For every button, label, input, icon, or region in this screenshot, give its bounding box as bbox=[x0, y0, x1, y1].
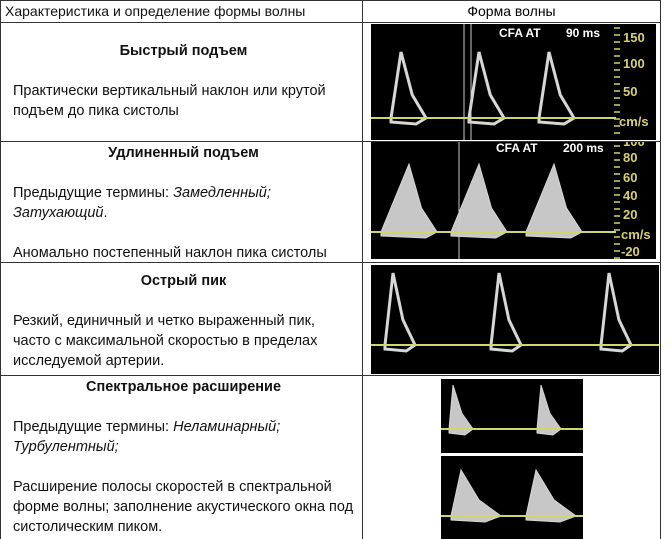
axis-label: 50 bbox=[623, 84, 637, 99]
paragraph: Предыдущие термины: Замедленный; Затухаю… bbox=[13, 183, 354, 223]
text-cell: Быстрый подъем Практически вертикальный н… bbox=[1, 23, 363, 141]
axis-label: 40 bbox=[623, 188, 637, 203]
paragraph: Аномально постепенный наклон пика систол… bbox=[13, 243, 354, 263]
row-title: Быстрый подъем bbox=[119, 43, 248, 59]
waveform bbox=[371, 24, 656, 140]
paragraph: Практически вертикальный наклон или крут… bbox=[13, 81, 354, 121]
axis-label: 100 bbox=[623, 56, 645, 71]
waveform bbox=[371, 142, 656, 259]
image-cell: CFA AT 200 ms 100 80 60 40 20 cm/s -20 bbox=[363, 142, 660, 262]
waveform-image: CFA AT 200 ms 100 80 60 40 20 cm/s -20 bbox=[371, 142, 656, 259]
image-cell bbox=[363, 263, 660, 375]
text-cell: Острый пик Резкий, единичный и четко выра… bbox=[1, 263, 363, 375]
text-segment: Аномально постепенный наклон пика систол… bbox=[13, 245, 327, 261]
image-background bbox=[371, 24, 656, 140]
axis-label: -20 bbox=[621, 244, 640, 259]
axis-label: 20 bbox=[623, 207, 637, 222]
image-background bbox=[371, 265, 659, 374]
waveform bbox=[441, 379, 583, 453]
text-cell: Спектральное расширение Предыдущие термин… bbox=[1, 376, 363, 539]
text-segment: Практически вертикальный наклон или крут… bbox=[13, 83, 326, 119]
table-row: Удлиненный подъем Предыдущие термины: Зам… bbox=[0, 141, 661, 263]
table-row: Острый пик Резкий, единичный и четко выра… bbox=[0, 262, 661, 376]
image-scale: 200 ms bbox=[563, 142, 604, 155]
axis-label: 80 bbox=[623, 150, 637, 165]
text-segment: . bbox=[103, 205, 108, 221]
waveform-image: CFA AT 90 ms 150 100 50 cm/s bbox=[371, 24, 656, 140]
waveform-image bbox=[441, 456, 583, 539]
image-label: CFA AT bbox=[499, 26, 541, 40]
axis-label: 60 bbox=[623, 170, 637, 185]
header-cell: Форма волны bbox=[363, 1, 660, 22]
row-title: Спектральное расширение bbox=[85, 379, 282, 395]
row-title: Острый пик bbox=[140, 273, 227, 289]
waveform-image bbox=[441, 379, 583, 453]
image-cell bbox=[363, 376, 660, 539]
paragraph: Резкий, единичный и четко выраженный пик… bbox=[13, 311, 354, 371]
header-cell: Характеристика и определение формы волны bbox=[1, 1, 363, 22]
header-text: Форма волны bbox=[467, 3, 556, 19]
image-label: CFA AT bbox=[496, 142, 538, 155]
text-segment: Расширение полосы скоростей в спектральн… bbox=[13, 479, 354, 535]
text-segment: Предыдущие термины: bbox=[13, 185, 174, 201]
table-row: Спектральное расширение Предыдущие термин… bbox=[0, 375, 661, 539]
image-background bbox=[441, 379, 583, 453]
waveform bbox=[441, 456, 583, 539]
axis-label: cm/s bbox=[621, 227, 651, 242]
axis-label: 100 bbox=[623, 142, 645, 149]
table-row: Быстрый подъем Практически вертикальный н… bbox=[0, 22, 661, 142]
axis-label: 150 bbox=[623, 30, 645, 45]
text-segment: Резкий, единичный и четко выраженный пик… bbox=[13, 313, 318, 369]
header-text: Характеристика и определение формы волны bbox=[5, 3, 306, 19]
axis-label: cm/s bbox=[619, 114, 649, 129]
text-cell: Удлиненный подъем Предыдущие термины: Зам… bbox=[1, 142, 363, 262]
paragraph: Расширение полосы скоростей в спектральн… bbox=[13, 477, 354, 537]
header-row: Характеристика и определение формы волны… bbox=[0, 0, 661, 23]
image-cell: CFA AT 90 ms 150 100 50 cm/s bbox=[363, 23, 660, 141]
paragraph: Предыдущие термины: Неламинарный; Турбул… bbox=[13, 417, 354, 457]
text-segment: Замедленный; Затухающий bbox=[13, 185, 271, 221]
waveform bbox=[371, 265, 659, 374]
row-title: Удлиненный подъем bbox=[108, 145, 259, 161]
waveform-image bbox=[371, 265, 659, 374]
text-segment: Предыдущие термины: bbox=[13, 419, 174, 435]
image-scale: 90 ms bbox=[566, 26, 600, 40]
text-segment: Неламинарный; Турбулентный; bbox=[13, 419, 281, 455]
